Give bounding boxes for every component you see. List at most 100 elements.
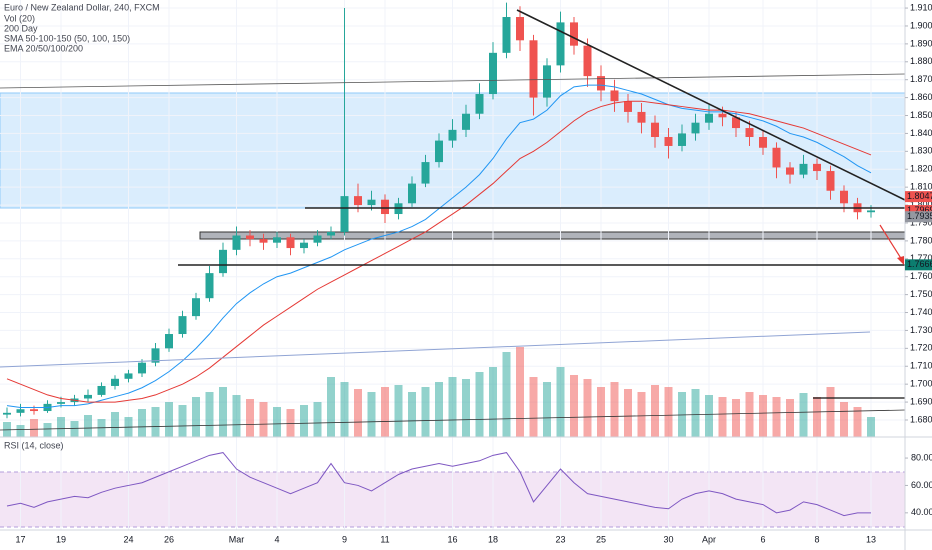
volume-bar	[70, 421, 79, 437]
candle-body	[219, 249, 227, 274]
candle-body	[813, 163, 821, 172]
candle-body	[313, 235, 322, 243]
y-tick-label: 1.76000	[910, 271, 932, 281]
x-tick-label: 8	[814, 534, 819, 544]
candle-body	[435, 140, 443, 163]
legend-entry: EMA 20/50/100/200	[4, 43, 83, 53]
legend-entry: SMA 50-100-150 (50, 100, 150)	[4, 33, 130, 43]
volume-bar	[772, 397, 781, 437]
candle-body	[340, 196, 349, 232]
arrow-head	[897, 256, 904, 265]
candle-body	[232, 235, 241, 250]
candle-body	[97, 385, 106, 395]
volume-bar	[16, 425, 25, 437]
price-label: 1.80472	[907, 191, 932, 201]
volume-bar	[745, 392, 754, 437]
y-tick-label: 1.70000	[910, 379, 932, 389]
rsi-line	[6, 452, 871, 517]
rsi-tick-label: 60.00	[911, 480, 932, 490]
rsi-title: RSI (14, close)	[4, 440, 64, 450]
ma-200-line	[0, 331, 871, 368]
volume-bar	[678, 392, 686, 437]
volume-bar	[232, 395, 241, 437]
volume-bar	[165, 402, 173, 437]
candle-body	[367, 199, 376, 206]
candle-body	[300, 242, 308, 249]
price-label-box	[905, 205, 932, 217]
x-tick-label: Apr	[702, 534, 716, 544]
x-tick-label: Mar	[229, 534, 245, 544]
x-tick-label: 4	[274, 534, 279, 544]
candle-body	[448, 129, 457, 141]
candle-body	[381, 199, 389, 215]
volume-bar	[583, 379, 592, 437]
y-tick-label: 1.84000	[910, 128, 932, 138]
volume-bar	[799, 393, 808, 437]
candle-body	[246, 235, 254, 240]
volume-bar	[597, 387, 605, 437]
volume-bar	[529, 377, 538, 437]
volume-bar	[570, 375, 578, 437]
x-tick-label: 9	[342, 534, 347, 544]
candle-body	[718, 113, 727, 118]
y-tick-label: 1.86000	[910, 92, 932, 102]
ma-line	[6, 100, 872, 403]
x-tick-label: 30	[663, 534, 673, 544]
candle-body	[786, 167, 794, 175]
candle-body	[516, 17, 524, 41]
volume-bar	[840, 402, 848, 437]
candle-body	[192, 298, 200, 317]
x-tick-label: 13	[866, 534, 876, 544]
candle-body	[84, 394, 92, 399]
volume-bar	[448, 377, 457, 437]
volume-bar	[421, 387, 430, 437]
candle-body	[732, 117, 740, 129]
y-tick-label: 1.75000	[910, 289, 932, 299]
volume-bar	[354, 389, 362, 437]
zone	[199, 231, 906, 240]
x-tick-label: 11	[380, 534, 389, 544]
legend-entry: 200 Day	[4, 23, 38, 33]
volume-bar	[192, 397, 200, 437]
volume-bar	[30, 419, 38, 437]
volume-bar	[138, 409, 146, 437]
candle-body	[138, 362, 146, 374]
x-tick-label: 25	[596, 534, 606, 544]
candle-body	[840, 190, 848, 204]
candle-body	[597, 76, 605, 91]
price-label-box	[905, 191, 932, 203]
candle-body	[16, 409, 25, 413]
candle-body	[826, 171, 835, 191]
y-tick-label: 1.85000	[910, 110, 932, 120]
price-label-box	[905, 211, 932, 223]
x-tick-label: 24	[123, 534, 133, 544]
candle-body	[759, 137, 767, 148]
volume-bar	[394, 385, 403, 437]
candle-body	[867, 210, 875, 213]
volume-bar	[381, 387, 389, 437]
volume-bar	[300, 405, 308, 437]
volume-bar	[57, 417, 65, 437]
y-tick-label: 1.82000	[910, 164, 932, 174]
rsi-tick-label: 80.00	[911, 452, 932, 462]
volume-bar	[286, 409, 295, 437]
candle-body	[583, 45, 592, 77]
candle-body	[556, 22, 565, 66]
volume-bar	[867, 417, 875, 437]
candle-body	[664, 137, 673, 146]
candle-body	[3, 412, 11, 415]
legend-entry: Vol (20)	[4, 13, 35, 23]
arrow	[879, 224, 903, 261]
candle-body	[273, 237, 281, 243]
trend-line	[0, 73, 906, 89]
y-tick-label: 1.69000	[910, 396, 932, 406]
y-tick-label: 1.77000	[910, 253, 932, 263]
volume-bar	[705, 395, 713, 437]
candle-body	[529, 40, 538, 98]
candle-body	[151, 348, 160, 363]
volume-bar	[691, 389, 700, 437]
volume-bar	[475, 372, 484, 437]
price-label: 1.79693	[907, 205, 932, 215]
candle-body	[165, 334, 173, 349]
